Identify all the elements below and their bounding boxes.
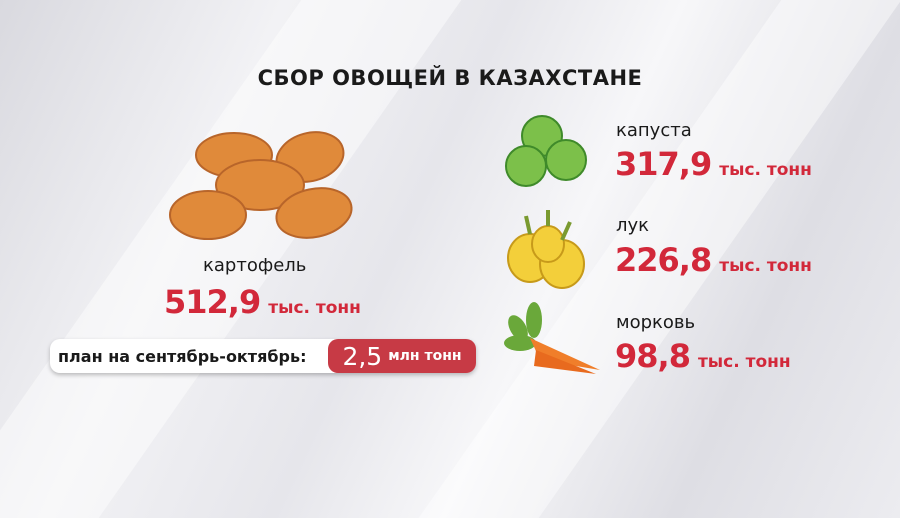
page-title: СБОР ОВОЩЕЙ В КАЗАХСТАНЕ <box>257 66 643 90</box>
potato-value: 512,9 тыс. тонн <box>164 283 361 321</box>
potato-label: картофель <box>203 255 307 276</box>
cabbage-label: капуста <box>616 120 692 141</box>
potato-icon <box>169 131 353 240</box>
cabbage-icon <box>505 115 587 187</box>
cabbage-value: 317,9 тыс. тонн <box>615 145 812 183</box>
plan-box: план на сентябрь-октябрь: 2,5 млн тонн <box>50 339 476 373</box>
plan-pill: 2,5 млн тонн <box>328 339 476 373</box>
carrot-icon <box>504 302 600 374</box>
carrot-label: морковь <box>616 312 696 333</box>
onion-icon <box>507 210 585 289</box>
carrot-value: 98,8 тыс. тонн <box>615 337 791 375</box>
onion-label: лук <box>616 215 650 236</box>
plan-label: план на сентябрь-октябрь: <box>58 346 307 366</box>
onion-value: 226,8 тыс. тонн <box>615 241 812 279</box>
plan-value: 2,5 <box>342 341 383 371</box>
plan-unit: млн тонн <box>388 348 462 364</box>
